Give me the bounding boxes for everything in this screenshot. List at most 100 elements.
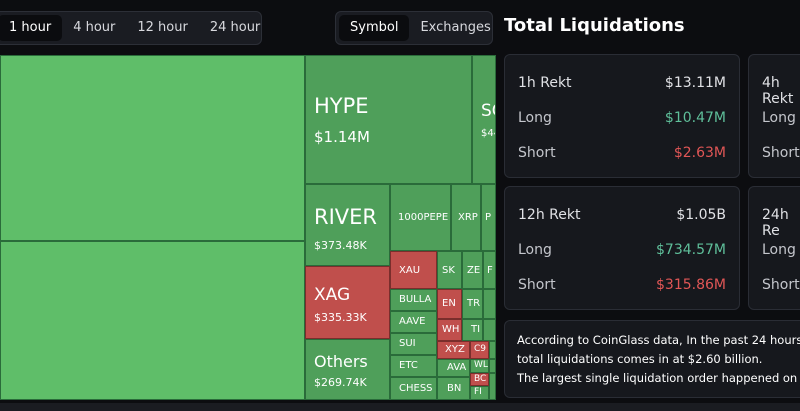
short-label: Short <box>762 145 800 161</box>
short-label: Short <box>518 277 556 293</box>
tile-symbol: P <box>485 212 492 223</box>
long-label: Long <box>762 242 796 258</box>
tab-12-hour[interactable]: 12 hour <box>137 20 188 35</box>
treemap-tile-small-1[interactable] <box>483 289 496 319</box>
tile-symbol: BN <box>447 383 462 394</box>
tile-amount: $373.48K <box>314 239 367 252</box>
tile-symbol: C9 <box>474 344 487 354</box>
tile-symbol: SUI <box>399 338 416 349</box>
treemap-tile-fi[interactable]: FI <box>470 386 489 400</box>
short-value: $2.63M <box>673 145 726 161</box>
treemap-tile-chess[interactable]: CHESS <box>390 377 437 400</box>
tile-symbol: XAU <box>399 265 421 276</box>
tile-symbol: F <box>487 265 493 276</box>
treemap-tile-xau[interactable]: XAU <box>390 251 437 289</box>
treemap-tile-ze[interactable]: ZE <box>462 251 483 289</box>
treemap-tile-small-2[interactable] <box>483 319 496 341</box>
card-12h-rekt: 12h Rekt $1.05B Long $734.57M Short $315… <box>504 186 740 310</box>
card-title: 4h Rekt <box>762 75 794 107</box>
view-tabs: Symbol Exchanges <box>335 11 493 45</box>
treemap-tile-wh[interactable]: WH <box>437 319 462 341</box>
treemap-tile-xag[interactable]: XAG $335.33K <box>305 266 390 339</box>
tile-amount: $335.33K <box>314 311 367 324</box>
tile-symbol: 1000PEPE <box>398 212 449 223</box>
treemap-tile-f[interactable]: F <box>483 251 496 289</box>
tile-symbol: XYZ <box>445 344 465 355</box>
card-4h-rekt: 4h Rekt Long Short <box>748 54 800 178</box>
tile-symbol: ETC <box>399 360 418 371</box>
treemap-tile-bulla[interactable]: BULLA <box>390 289 437 311</box>
tile-symbol: RIVER <box>314 205 378 229</box>
tile-symbol: AVA <box>447 362 467 373</box>
tile-symbol: AAVE <box>399 316 426 327</box>
tab-1-hour[interactable]: 1 hour <box>0 15 63 41</box>
card-1h-rekt: 1h Rekt $13.11M Long $10.47M Short $2.63… <box>504 54 740 178</box>
treemap-tile-xrp[interactable]: XRP <box>451 184 481 251</box>
treemap-tile-etc[interactable]: ETC <box>390 355 437 377</box>
tile-symbol: Others <box>314 352 368 371</box>
treemap-tile-hype[interactable]: HYPE $1.14M <box>305 55 472 184</box>
tile-symbol: FI <box>474 387 482 397</box>
card-24h-rekt: 24h Re Long Short <box>748 186 800 310</box>
short-label: Short <box>762 277 800 293</box>
tile-symbol: EN <box>442 298 456 309</box>
treemap-tile-en[interactable]: EN <box>437 289 462 319</box>
tile-symbol: WH <box>442 324 460 335</box>
treemap-tile-wl[interactable]: WL <box>470 359 489 373</box>
treemap-tile-bc[interactable]: BC <box>470 373 489 386</box>
treemap-tile-small-4[interactable] <box>489 359 496 373</box>
treemap-tile-1000pepe[interactable]: 1000PEPE <box>390 184 451 251</box>
tile-amount: $269.74K <box>314 376 367 389</box>
tab-symbol[interactable]: Symbol <box>339 15 410 41</box>
panel-title: Total Liquidations <box>504 15 685 36</box>
treemap-tile-tr[interactable]: TR <box>462 289 483 319</box>
bottom-panel-edge <box>0 403 800 411</box>
treemap-tile-ti[interactable]: TI <box>462 319 483 341</box>
treemap-tile-others[interactable]: Others $269.74K <box>305 339 390 400</box>
tile-symbol: SK <box>442 265 455 276</box>
tab-exchanges[interactable]: Exchanges <box>420 20 491 35</box>
treemap-tile-xyz[interactable]: XYZ <box>437 341 470 359</box>
card-title: 24h Re <box>762 207 789 239</box>
treemap-tile-so[interactable]: SO $44 <box>472 55 496 184</box>
long-label: Long <box>518 242 552 258</box>
card-total: $13.11M <box>664 75 726 91</box>
tile-amount: $44 <box>481 128 495 139</box>
tile-symbol: TR <box>467 298 481 309</box>
treemap-tile-sui[interactable]: SUI <box>390 333 437 355</box>
summary-line: According to CoinGlass data, In the past… <box>517 333 800 347</box>
card-total: $1.05B <box>676 207 726 223</box>
card-title: 12h Rekt <box>518 207 581 223</box>
treemap-tile-p[interactable]: P <box>481 184 496 251</box>
treemap-tile-large-top[interactable] <box>0 55 305 241</box>
treemap-tile-c9[interactable]: C9 <box>470 341 489 359</box>
treemap-tile-bn[interactable]: BN <box>437 377 470 400</box>
liquidation-summary: According to CoinGlass data, In the past… <box>504 320 800 398</box>
tile-symbol: ZE <box>467 265 481 276</box>
treemap-tile-sk[interactable]: SK <box>437 251 462 289</box>
summary-line: The largest single liquidation order hap… <box>517 371 800 385</box>
short-label: Short <box>518 145 556 161</box>
treemap-tile-aave[interactable]: AAVE <box>390 311 437 333</box>
treemap-tile-small-5[interactable] <box>489 373 496 400</box>
tile-symbol: TI <box>471 324 481 335</box>
treemap-tile-ava[interactable]: AVA <box>437 359 470 377</box>
treemap-tile-small-3[interactable] <box>489 341 496 359</box>
tile-symbol: WL <box>474 360 488 370</box>
tile-symbol: BULLA <box>399 294 432 305</box>
tab-4-hour[interactable]: 4 hour <box>73 20 116 35</box>
tile-amount: $1.14M <box>314 128 370 146</box>
time-range-tabs: 1 hour 4 hour 12 hour 24 hour <box>0 11 262 45</box>
long-label: Long <box>518 110 552 126</box>
long-value: $734.57M <box>656 242 726 258</box>
card-title: 1h Rekt <box>518 75 572 91</box>
tile-symbol: BC <box>474 374 487 384</box>
tab-24-hour[interactable]: 24 hour <box>209 20 261 35</box>
short-value: $315.86M <box>656 277 726 293</box>
treemap-tile-river[interactable]: RIVER $373.48K <box>305 184 390 266</box>
treemap-tile-large-bottom[interactable] <box>0 241 305 400</box>
tile-symbol: CHESS <box>399 383 433 394</box>
tile-symbol: XAG <box>314 285 351 305</box>
tile-symbol: XRP <box>458 212 478 223</box>
long-label: Long <box>762 110 796 126</box>
